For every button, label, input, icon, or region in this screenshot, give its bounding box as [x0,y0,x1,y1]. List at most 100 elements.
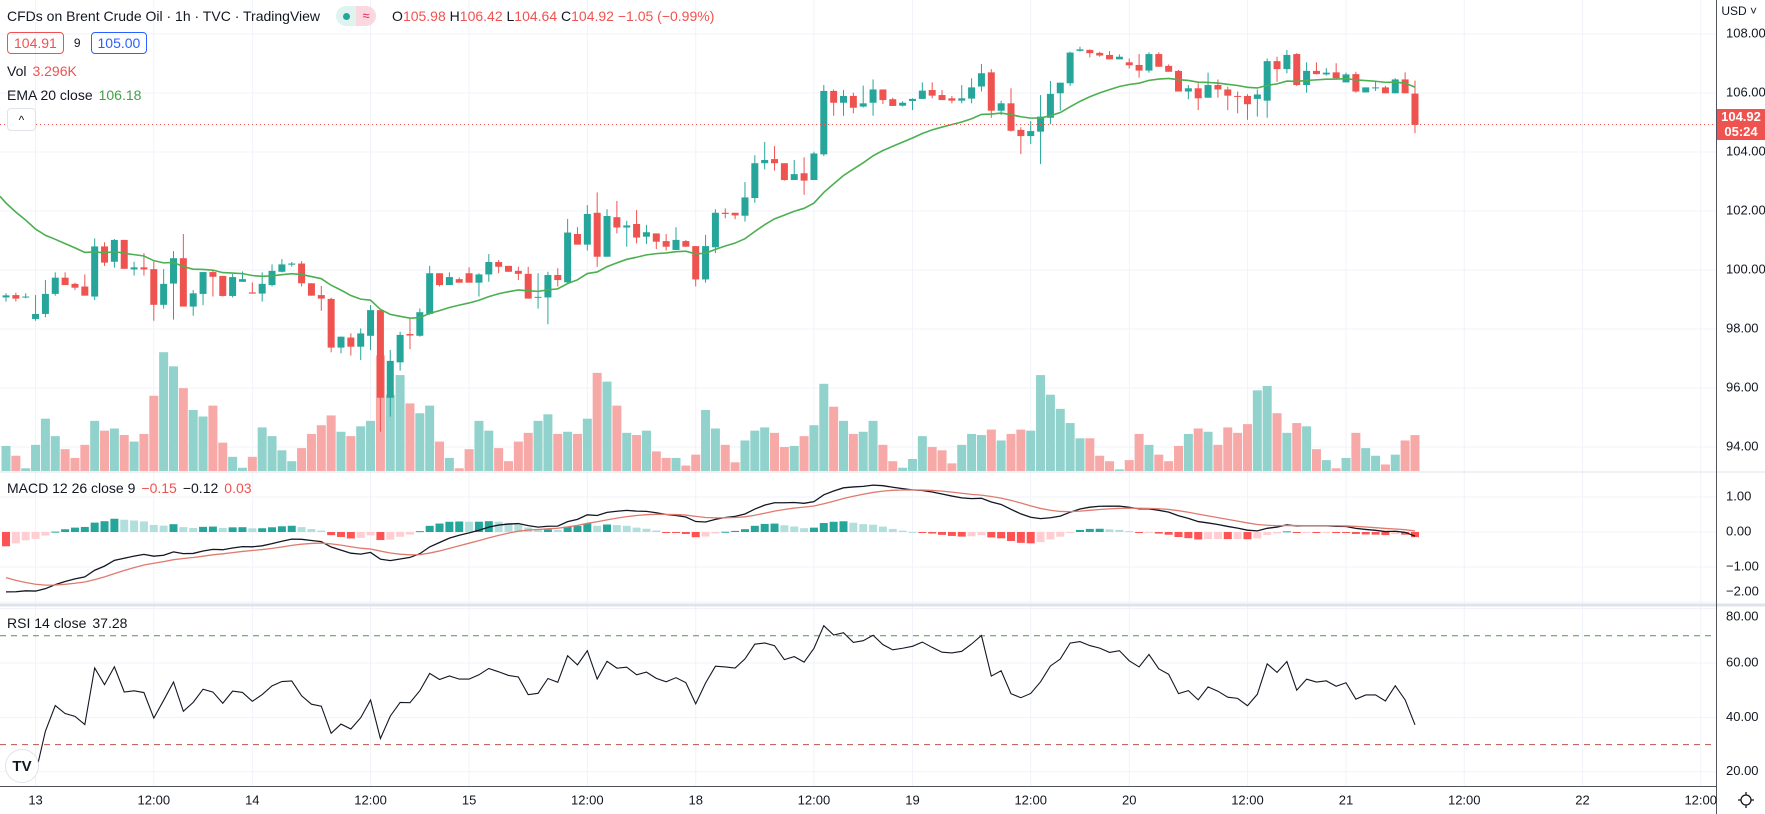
volume-bar [1282,432,1292,471]
macd-histogram-bar [1095,528,1104,532]
macd-histogram-bar [1184,532,1193,539]
price-tick-label: 96.00 [1726,379,1759,394]
candle-body [958,98,966,101]
symbol-title[interactable]: CFDs on Brent Crude Oil · 1h · TVC · Tra… [7,8,321,24]
candle-body [1165,65,1173,72]
volume-bar [100,430,110,471]
volume-bar [1174,445,1184,471]
macd-histogram-bar [51,531,60,533]
time-axis[interactable]: 13 12:00 14 12:00 15 12:00 18 12:00 19 12:00 20 12:… [28,792,1717,807]
candle-body [1056,82,1064,94]
candle-body [1322,72,1330,75]
macd-histogram-bar [405,532,414,535]
collapse-legend-button[interactable]: ^ [7,108,36,131]
volume-bar [1390,454,1400,471]
rsi-axis[interactable]: 80.00 60.00 40.00 20.00 [1726,608,1759,778]
last-price-label: 104.92 05:24 [1717,109,1765,140]
ema-legend[interactable]: EMA 20 close 106.18 [7,87,142,103]
volume-bar [513,441,523,471]
settings-icon[interactable] [1736,790,1756,810]
candle-body [485,262,493,275]
macd-histogram-bar [1302,532,1311,533]
volume-bar [326,415,336,471]
tradingview-logo[interactable]: TV [5,749,39,783]
candle-body [662,241,670,247]
approx-wave-icon: ≈ [356,6,377,26]
candle-body [1076,49,1084,51]
volume-bar [1016,429,1026,471]
candle-body [1312,70,1320,75]
macd-histogram-bar [869,524,878,532]
candle-body [1115,56,1123,60]
macd-histogram-bar [957,532,966,537]
candle-body [889,99,897,106]
macd-histogram-bar [248,528,257,532]
macd-histogram-bar [662,532,671,533]
macd-histogram-bar [1164,532,1173,535]
volume-bar [1095,455,1105,471]
candle-body [1125,62,1133,66]
macd-histogram-bar [386,532,395,540]
candle-body [140,267,148,270]
macd-histogram-bar [1371,532,1380,535]
macd-histogram-bar [819,523,828,532]
candle-body [2,295,10,298]
macd-histogram-bar [711,532,720,534]
volume-bar [474,420,484,471]
volume-bar [1233,432,1243,471]
candle-body [1184,88,1192,92]
volume-legend[interactable]: Vol 3.296K [7,63,77,79]
candle-body [1204,85,1212,98]
volume-bar [247,456,257,471]
volume-bar [504,461,514,471]
candle-body [840,95,848,103]
macd-tick-label: 1.00 [1726,488,1751,503]
volume-bar [691,454,701,471]
volume-bar [671,457,681,471]
volume-bar [257,427,267,471]
candle-body [1293,54,1301,86]
macd-histogram-bar [258,528,267,532]
volume-bar [701,409,711,471]
macd-histogram-bar [800,528,809,532]
price-axis[interactable]: 108.00 106.00 104.00 102.00 100.00 98.00 96.00… [1726,25,1765,453]
candle-body [859,103,867,107]
volume-bar [109,428,119,471]
macd-histogram-bar [1174,532,1183,538]
volume-bar [1302,426,1312,471]
price-tick-label: 108.00 [1726,25,1765,40]
candle-body [603,216,611,257]
volume-bar [464,449,474,471]
volume-bar [435,441,445,471]
volume-bar [169,366,179,471]
candle-body [1224,89,1232,96]
candle-body [731,212,739,216]
macd-histogram-bar [839,521,848,532]
rsi-legend[interactable]: RSI 14 close 37.28 [7,615,128,631]
macd-histogram-bar [681,532,690,534]
buy-button[interactable]: 105.00 [90,32,148,54]
macd-legend[interactable]: MACD 12 26 close 9 −0.15 −0.12 0.03 [7,480,252,496]
candle-body [583,213,591,245]
volume-bar [602,381,612,471]
time-tick-label: 13 [28,792,42,807]
candle-body [1253,94,1261,99]
macd-histogram-bar [1282,531,1291,533]
candle-body [899,102,907,106]
candle-body [110,239,118,262]
candle-body [810,153,818,181]
candle-body [248,292,256,294]
candle-body [160,283,168,305]
currency-dropdown[interactable]: USD ˅ [1721,4,1757,18]
volume-bar [149,395,159,471]
macd-axis[interactable]: 1.00 0.00 −1.00 −2.00 [1726,488,1759,598]
candle-body [879,89,887,101]
macd-histogram-bar [1066,532,1075,533]
volume-bar [267,436,277,471]
volume-bar [454,468,464,471]
sell-button[interactable]: 104.91 [7,32,64,54]
volume-bar [1134,433,1144,471]
market-status-badge[interactable]: ≈ [336,6,377,26]
